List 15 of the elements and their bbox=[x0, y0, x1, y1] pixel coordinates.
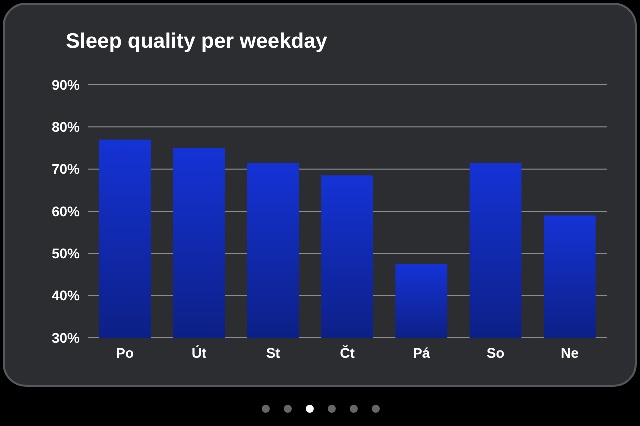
x-tick-label: Ne bbox=[560, 345, 580, 361]
x-tick-label: Po bbox=[116, 345, 134, 361]
y-tick-label: 50% bbox=[52, 246, 81, 262]
x-tick-label: So bbox=[486, 345, 505, 361]
y-tick-label: 60% bbox=[52, 203, 81, 220]
x-tick-label: Út bbox=[192, 345, 207, 361]
chart-title: Sleep quality per weekday bbox=[66, 30, 328, 53]
x-tick-label: Čt bbox=[340, 345, 356, 361]
y-tick-label: 30% bbox=[52, 330, 81, 346]
y-tick-label: 90% bbox=[52, 76, 81, 93]
y-tick-label: 70% bbox=[52, 161, 81, 178]
x-tick-label: Pá bbox=[413, 345, 430, 361]
x-tick-label: St bbox=[266, 345, 281, 361]
y-tick-label: 40% bbox=[52, 288, 81, 304]
y-tick-label: 80% bbox=[52, 119, 81, 136]
